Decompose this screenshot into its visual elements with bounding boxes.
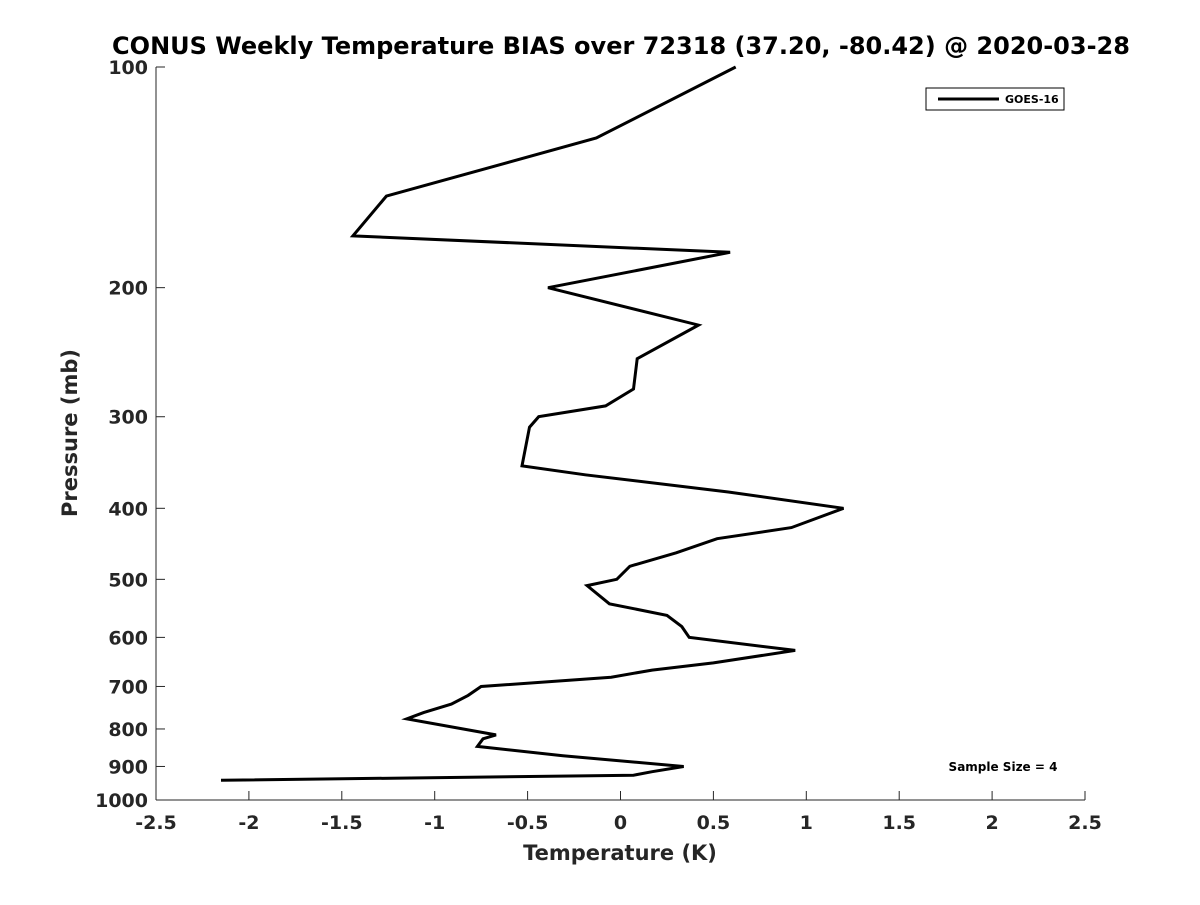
- sample-size-annotation: Sample Size = 4: [949, 760, 1058, 774]
- x-tick-label: 0: [614, 812, 627, 834]
- y-tick-label: 400: [108, 498, 148, 520]
- chart-title: CONUS Weekly Temperature BIAS over 72318…: [112, 32, 1130, 60]
- x-tick-label: -2.5: [135, 812, 177, 834]
- x-axis-label: Temperature (K): [523, 841, 717, 865]
- x-tick-label: -2: [238, 812, 259, 834]
- y-tick-label: 300: [108, 407, 148, 429]
- series-layer: [220, 65, 845, 782]
- x-tick-label: 0.5: [697, 812, 731, 834]
- legend: GOES-16: [925, 87, 1065, 111]
- y-axis-label: Pressure (mb): [58, 349, 82, 517]
- ticks: -2.5 -2 -1.5 -1 -0.5 0 0.5 1 1.5 2 2.5 100 200 300 400…: [95, 57, 1102, 834]
- y-tick-label: 500: [108, 569, 148, 591]
- y-tick-label: 100: [108, 57, 148, 79]
- x-tick-label: -1.5: [321, 812, 363, 834]
- x-tick-label: 1.5: [882, 812, 916, 834]
- y-tick-label: 1000: [95, 790, 148, 812]
- x-tick-label: 2: [985, 812, 998, 834]
- y-tick-label: 800: [108, 719, 148, 741]
- series-line-goes-16: [220, 65, 845, 782]
- y-tick-label: 600: [108, 627, 148, 649]
- legend-label-goes-16: GOES-16: [1005, 93, 1059, 106]
- y-tick-label: 700: [108, 676, 148, 698]
- plot-frame-bg: [156, 67, 1085, 800]
- x-tick-label: -0.5: [507, 812, 549, 834]
- y-tick-label: 200: [108, 278, 148, 300]
- x-tick-label: 2.5: [1068, 812, 1102, 834]
- x-tick-label: -1: [424, 812, 445, 834]
- y-tick-label: 900: [108, 756, 148, 778]
- x-tick-label: 1: [800, 812, 813, 834]
